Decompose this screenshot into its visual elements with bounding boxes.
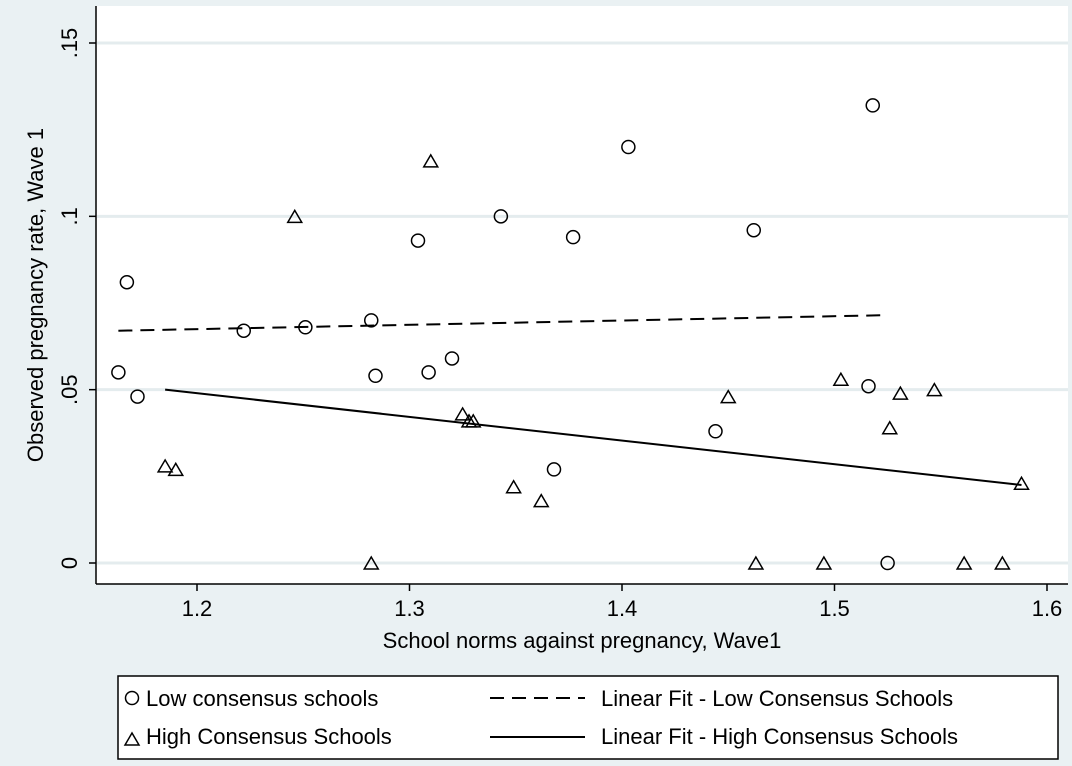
legend-label-fit-high: Linear Fit - High Consensus Schools <box>601 724 958 749</box>
high-consensus-point <box>167 461 185 477</box>
low-consensus-point <box>546 462 562 477</box>
x-axis-label: School norms against pregnancy, Wave1 <box>383 628 782 653</box>
legend: Low consensus schools High Consensus Sch… <box>117 675 1059 760</box>
high-consensus-point <box>747 555 765 570</box>
y-tick-label: .05 <box>57 374 82 405</box>
low-consensus-point <box>880 555 895 571</box>
high-consensus-point <box>422 153 440 168</box>
fit-line-high-consensus <box>165 388 1022 486</box>
low-consensus-point <box>565 229 581 245</box>
low-consensus-point <box>364 313 379 328</box>
high-consensus-point <box>156 458 174 473</box>
high-consensus-point <box>955 555 973 570</box>
low-consensus-point <box>298 320 313 335</box>
high-consensus-point <box>505 479 522 494</box>
low-consensus-point <box>746 222 761 238</box>
high-consensus-point <box>362 555 380 570</box>
y-axis-label: Observed pregnancy rate, Wave 1 <box>23 128 48 462</box>
x-tick-label: 1.6 <box>1032 596 1063 621</box>
high-consensus-point <box>532 493 550 508</box>
x-tick-label: 1.2 <box>182 596 213 621</box>
high-consensus-point <box>926 382 943 397</box>
y-tick-label: .1 <box>57 207 82 225</box>
high-consensus-point <box>815 555 833 570</box>
legend-box <box>117 675 1059 760</box>
gridlines <box>97 41 1068 565</box>
high-consensus-point <box>881 420 899 435</box>
low-consensus-point <box>410 233 426 248</box>
low-consensus-point <box>119 274 135 290</box>
legend-triangle-marker <box>123 731 141 746</box>
low-consensus-point <box>368 368 383 384</box>
low-consensus-point <box>493 209 509 224</box>
y-tick-label: 0 <box>57 557 82 569</box>
low-consensus-point <box>621 139 636 155</box>
low-consensus-point <box>421 365 436 380</box>
legend-label-high: High Consensus Schools <box>146 724 392 749</box>
plot-area <box>96 6 1068 584</box>
low-consensus-point <box>236 323 251 338</box>
low-consensus-point <box>111 365 126 380</box>
high-consensus-point <box>464 413 482 428</box>
y-ticks: 0 .05 .1 .15 <box>57 28 96 569</box>
y-tick-label: .15 <box>57 28 82 59</box>
high-consensus-point <box>286 208 304 224</box>
high-consensus-point <box>454 406 471 421</box>
high-consensus-point <box>1013 475 1030 491</box>
x-tick-label: 1.5 <box>819 596 850 621</box>
legend-circle-marker <box>124 690 140 706</box>
high-consensus-point <box>832 371 850 387</box>
data-points <box>111 98 1030 571</box>
high-consensus-point <box>892 385 909 400</box>
low-consensus-point <box>130 389 145 404</box>
x-ticks: 1.2 1.3 1.4 1.5 1.6 <box>182 584 1063 621</box>
high-consensus-point <box>994 555 1011 570</box>
low-consensus-point <box>865 98 880 113</box>
low-consensus-point <box>708 424 723 439</box>
fit-lines <box>118 314 1022 486</box>
x-tick-label: 1.4 <box>607 596 638 621</box>
low-consensus-point <box>861 378 876 394</box>
high-consensus-point <box>719 389 737 404</box>
x-tick-label: 1.3 <box>394 596 425 621</box>
fit-line-low-consensus <box>118 314 888 332</box>
low-consensus-point <box>444 351 460 366</box>
legend-label-low: Low consensus schools <box>146 686 378 711</box>
legend-label-fit-low: Linear Fit - Low Consensus Schools <box>601 686 953 711</box>
